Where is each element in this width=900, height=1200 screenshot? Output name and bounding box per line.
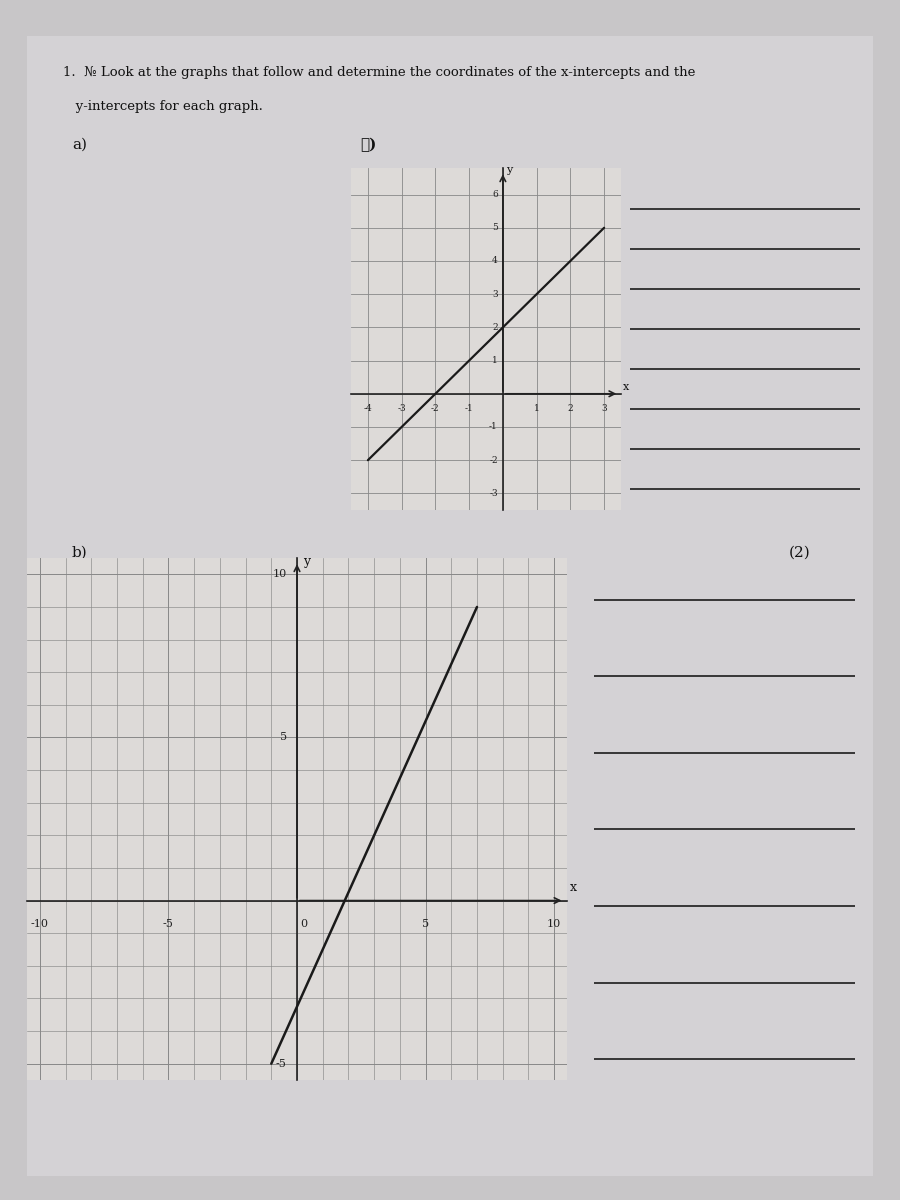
Text: x: x [570,881,577,894]
Text: 3: 3 [492,289,498,299]
Text: 5: 5 [422,918,429,929]
Text: 6: 6 [492,190,498,199]
Text: 5: 5 [492,223,498,233]
Text: 3: 3 [601,404,607,414]
Text: -2: -2 [431,404,440,414]
Text: -3: -3 [490,488,498,498]
Text: -4: -4 [364,404,373,414]
Text: a): a) [72,138,87,152]
Text: (2): (2) [788,546,810,560]
Text: 1: 1 [534,404,539,414]
Text: x: x [623,382,629,392]
Text: -1: -1 [464,404,473,414]
Text: -3: -3 [397,404,406,414]
Text: -10: -10 [31,918,49,929]
Text: y-intercepts for each graph.: y-intercepts for each graph. [63,100,263,113]
Text: -1: -1 [489,422,498,432]
Text: -5: -5 [275,1058,287,1069]
Text: 1.  № Look at the graphs that follow and determine the coordinates of the x-inte: 1. № Look at the graphs that follow and … [63,66,696,79]
Text: y: y [506,164,512,175]
Text: y: y [303,554,310,568]
Text: -5: -5 [163,918,174,929]
Text: 0: 0 [300,918,307,929]
Text: 2: 2 [492,323,498,332]
Text: 1: 1 [492,356,498,365]
Text: 5: 5 [280,732,287,743]
Text: -2: -2 [490,456,498,464]
Text: Ⓑ): Ⓑ) [360,138,376,152]
Text: 10: 10 [547,918,562,929]
Text: 4: 4 [492,257,498,265]
Text: 10: 10 [273,569,287,580]
Text: b): b) [72,546,88,560]
Text: 2: 2 [568,404,573,414]
